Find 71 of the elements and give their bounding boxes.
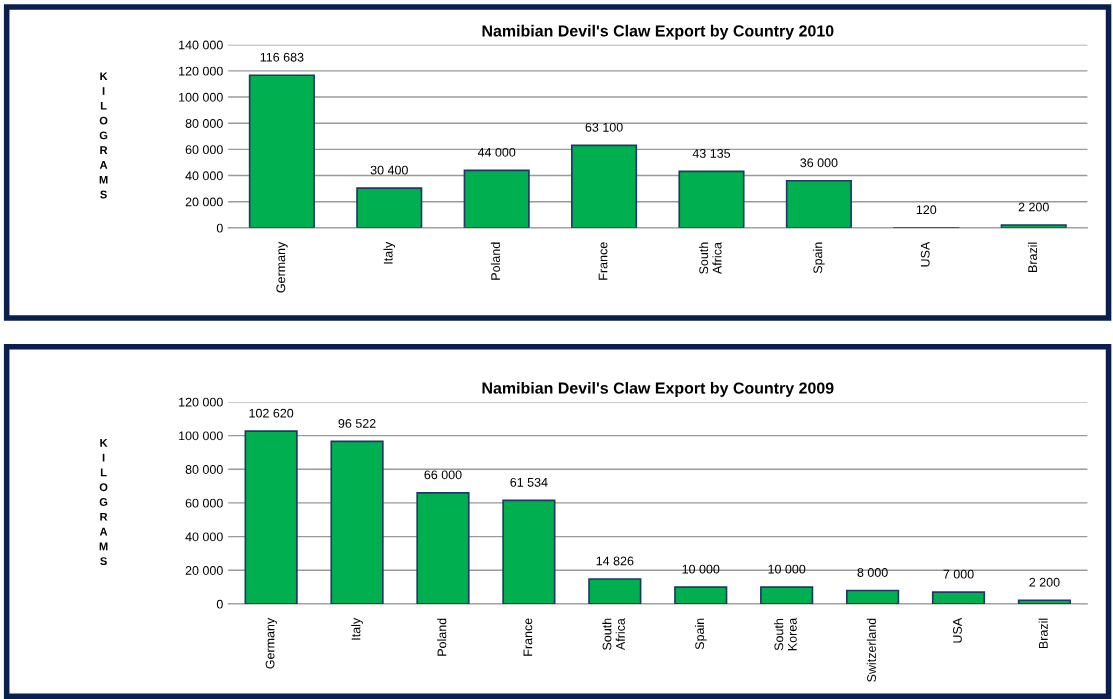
data-label: 36 000 xyxy=(800,158,838,168)
x-tick-label: France xyxy=(598,242,608,280)
x-tick-label: South Korea xyxy=(774,617,797,651)
bar xyxy=(674,586,728,604)
bar xyxy=(1017,599,1072,604)
bar xyxy=(463,169,530,228)
bar xyxy=(416,491,470,604)
x-tick-label: South Africa xyxy=(698,242,722,275)
text: KILOGRAMS xyxy=(99,439,108,566)
bar xyxy=(760,586,814,604)
x-tick-label: Poland xyxy=(437,618,447,656)
data-label: 66 000 xyxy=(424,470,462,480)
y-tick-label: 60 000 xyxy=(185,145,223,155)
x-tick-label: Spain xyxy=(813,242,825,274)
data-label: 10 000 xyxy=(768,564,806,574)
y-tick-label: 80 000 xyxy=(185,119,223,128)
x-tick-label: Switzerland xyxy=(866,618,876,682)
x-tick-label: Spain xyxy=(694,618,707,650)
x-tick-label: Germany xyxy=(276,241,288,293)
y-tick-label: 40 000 xyxy=(185,171,223,181)
bar xyxy=(845,589,900,604)
y-tick-label: 120 000 xyxy=(179,397,223,407)
x-tick-label: Germany xyxy=(265,617,277,669)
y-tick-label: 20 000 xyxy=(185,197,223,207)
x-tick-label: USA xyxy=(953,617,962,643)
x-tick-label: Brazil xyxy=(1027,242,1038,272)
data-label: 14 826 xyxy=(596,556,634,566)
bar xyxy=(330,440,384,604)
y-tick-label: 100 000 xyxy=(179,431,223,441)
chart-title: Namibian Devil's Claw Export by Country 2009 xyxy=(482,382,834,397)
data-label: 96 522 xyxy=(338,419,376,428)
x-tick-label: Italy xyxy=(383,241,396,264)
bar xyxy=(356,187,423,228)
bar xyxy=(931,591,986,604)
chart-title: Namibian Devil's Claw Export by Country 2010 xyxy=(482,24,834,40)
bar xyxy=(785,179,852,228)
data-label: 8 000 xyxy=(857,568,888,577)
data-label: 44 000 xyxy=(477,147,516,157)
y-tick-label: 80 000 xyxy=(185,465,223,474)
x-tick-label: France xyxy=(523,618,533,656)
x-tick-label: Poland xyxy=(490,242,501,280)
y-tick-label: 20 000 xyxy=(185,566,223,575)
y-tick-label: 60 000 xyxy=(185,498,223,508)
x-tick-label: USA xyxy=(920,241,930,267)
data-label: 2 200 xyxy=(1029,577,1060,587)
data-label: 7 000 xyxy=(943,569,974,579)
y-tick-label: 140 000 xyxy=(179,40,223,50)
data-label: 116 683 xyxy=(260,52,304,62)
bar xyxy=(588,578,642,604)
y-tick-label: 40 000 xyxy=(185,532,223,542)
bar xyxy=(678,170,745,228)
data-label: 120 xyxy=(916,205,937,215)
bar xyxy=(244,430,298,604)
x-tick-label: Italy xyxy=(351,617,363,640)
y-tick-label: 120 000 xyxy=(179,66,223,76)
data-label: 102 620 xyxy=(249,408,294,418)
bar xyxy=(248,74,315,228)
data-label: 10 000 xyxy=(682,564,720,574)
data-label: 30 400 xyxy=(370,165,408,175)
x-tick-label: South Africa xyxy=(602,618,625,651)
y-tick-label: 100 000 xyxy=(179,92,223,102)
data-label: 2 200 xyxy=(1018,202,1049,212)
bar xyxy=(571,144,638,228)
bar xyxy=(502,499,556,604)
x-tick-label: Brazil xyxy=(1038,618,1048,649)
data-label: 43 135 xyxy=(692,149,731,158)
y-tick-label: 0 xyxy=(216,599,223,609)
data-label: 63 100 xyxy=(585,122,623,132)
y-tick-label: 0 xyxy=(216,223,223,233)
text: KILOGRAMS xyxy=(99,72,108,199)
data-label: 61 534 xyxy=(510,477,548,487)
